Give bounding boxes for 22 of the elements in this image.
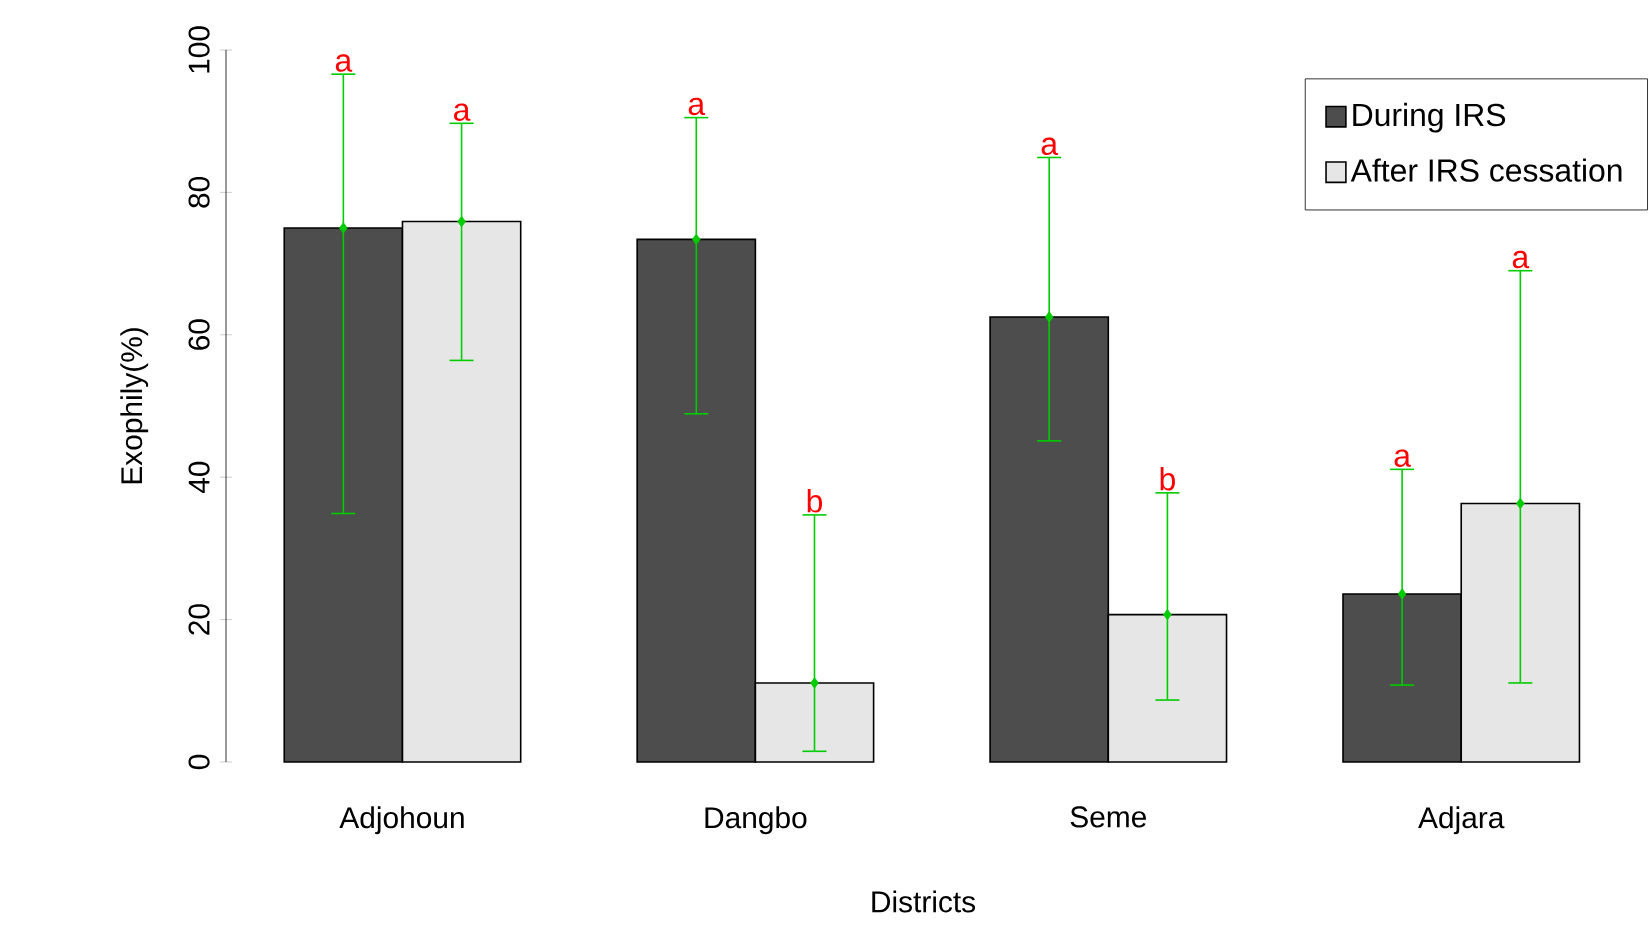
annotation: b [1160, 467, 1175, 491]
annotation: a [454, 103, 471, 121]
y-tick-label: 80 [188, 176, 210, 208]
y-tick-label: 60 [188, 319, 210, 350]
annotation: b [807, 489, 823, 513]
y-axis-title: Exophily(%) [120, 328, 149, 484]
annotation: a [1394, 449, 1411, 467]
y-tick-label: 20 [188, 604, 210, 635]
x-tick-label: Seme [1070, 806, 1146, 828]
x-tick-label: Adjohoun [339, 806, 464, 835]
annotation: a [1041, 137, 1059, 156]
x-tick-label: Dangbo [705, 806, 807, 835]
y-tick-label: 0 [188, 754, 210, 770]
y-tick-label: 100 [188, 26, 210, 73]
y-tick-label: 40 [188, 461, 210, 494]
x-axis-title: Districts [872, 890, 976, 913]
legend-label: During IRS [1353, 102, 1506, 133]
annotation: a [335, 54, 353, 72]
annotation: a [1512, 250, 1530, 269]
annotation: a [688, 97, 706, 116]
x-tick-label: Adjara [1418, 806, 1505, 835]
legend-label: After IRS cessation [1350, 158, 1622, 182]
